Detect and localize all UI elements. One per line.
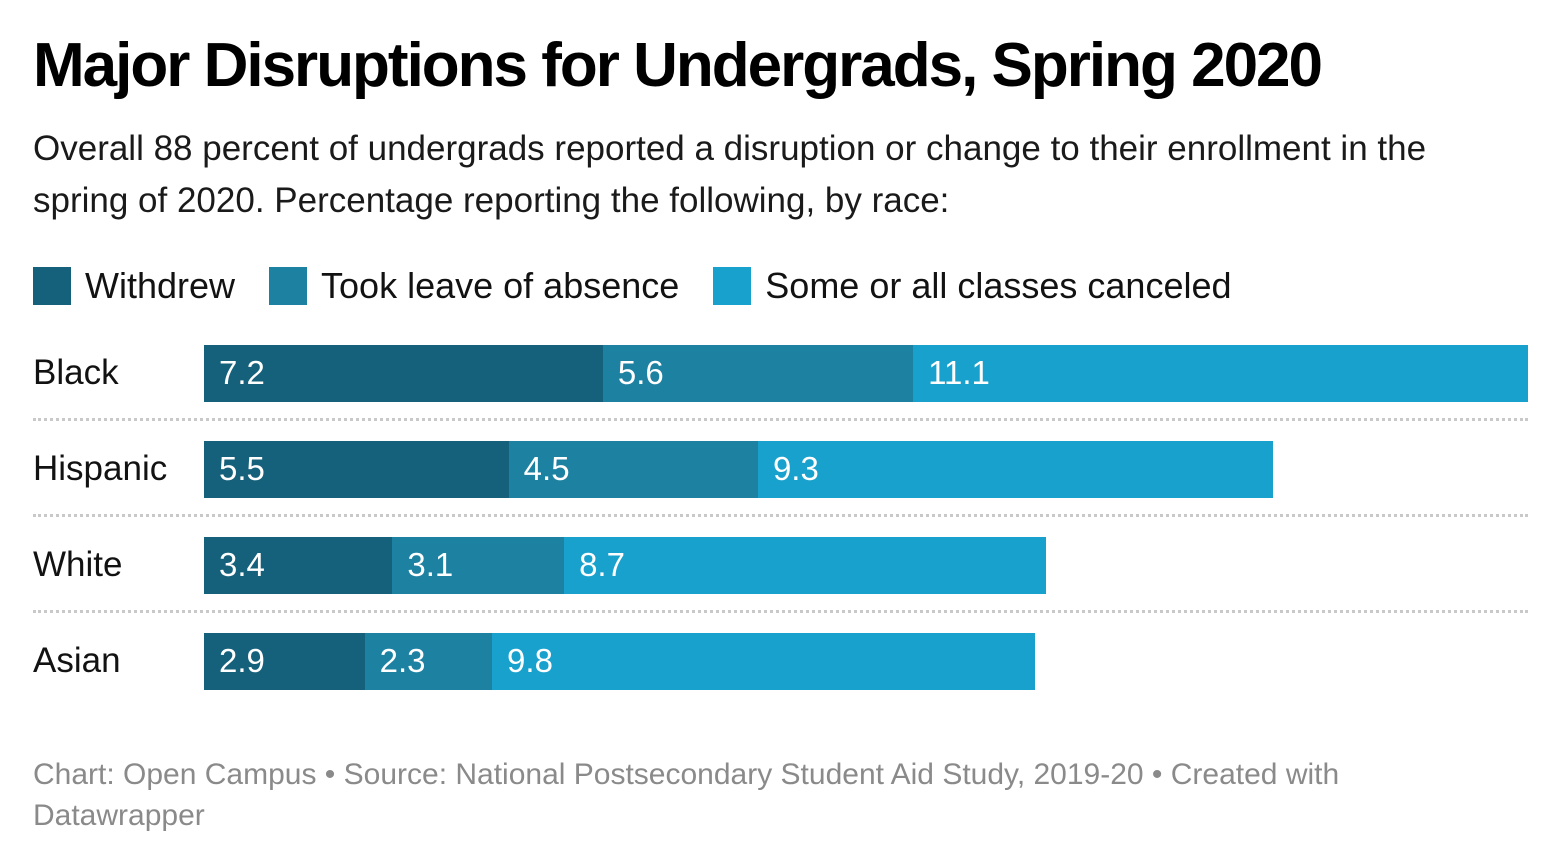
bar-track: 2.9 2.3 9.8	[204, 632, 1528, 690]
bar-segment: 9.8	[492, 632, 1035, 690]
stacked-bar-chart: Black 7.2 5.6 11.1 Hispanic 5.5 4.5 9.3 White 3.4…	[33, 344, 1528, 690]
legend-swatch-icon	[33, 266, 71, 305]
bar-value-label: 3.4	[219, 546, 265, 584]
bar-segment: 5.6	[602, 344, 914, 402]
bar-segment: 3.4	[204, 536, 393, 594]
legend-item: Some or all classes canceled	[713, 264, 1232, 307]
row-label: Asian	[33, 641, 121, 681]
legend-label: Withdrew	[85, 264, 236, 306]
row-label: White	[33, 545, 123, 585]
footer-attribution: Chart: Open Campus • Source: National Po…	[33, 757, 1340, 833]
bar-value-label: 5.5	[219, 450, 265, 488]
bar-segment: 11.1	[913, 344, 1528, 402]
bar-value-label: 2.9	[219, 642, 265, 680]
bar-segment: 9.3	[757, 440, 1274, 498]
row-label: Black	[33, 353, 119, 393]
legend-label: Some or all classes canceled	[765, 264, 1232, 306]
bar-segment: 5.5	[204, 440, 509, 498]
chart-subtitle: Overall 88 percent of undergrads reporte…	[33, 129, 1427, 221]
chart-row-asian: Asian 2.9 2.3 9.8	[33, 632, 1528, 690]
legend: Withdrew Took leave of absence Some or all…	[33, 265, 1528, 307]
legend-item: Took leave of absence	[269, 265, 679, 307]
bar-segment: 3.1	[392, 536, 565, 594]
row-separator	[33, 609, 1528, 613]
legend-item: Withdrew	[33, 265, 235, 307]
bar-track: 7.2 5.6 11.1	[204, 344, 1528, 402]
legend-label: Took leave of absence	[321, 264, 680, 306]
bar-segment: 8.7	[564, 536, 1047, 594]
bar-value-label: 2.3	[379, 642, 426, 680]
bar-value-label: 9.8	[507, 642, 553, 680]
bar-track: 5.5 4.5 9.3	[204, 440, 1528, 498]
bar-value-label: 9.3	[772, 450, 819, 488]
row-separator	[33, 513, 1528, 517]
bar-track: 3.4 3.1 8.7	[204, 536, 1528, 594]
chart-row-black: Black 7.2 5.6 11.1	[33, 344, 1528, 402]
bar-value-label: 8.7	[579, 546, 625, 584]
bar-value-label: 4.5	[523, 450, 570, 488]
bar-segment: 7.2	[204, 344, 603, 402]
legend-swatch-icon	[269, 266, 308, 305]
row-label: Hispanic	[33, 449, 168, 489]
bar-value-label: 5.6	[617, 354, 664, 392]
bar-value-label: 11.1	[928, 354, 990, 392]
bar-segment: 4.5	[508, 440, 758, 498]
chart-row-hispanic: Hispanic 5.5 4.5 9.3	[33, 440, 1528, 498]
bar-value-label: 3.1	[407, 546, 454, 584]
row-separator	[33, 417, 1528, 421]
bar-segment: 2.3	[364, 632, 493, 690]
legend-swatch-icon	[713, 266, 752, 305]
chart-title: Major Disruptions for Undergrads, Spring…	[33, 31, 1323, 100]
bar-value-label: 7.2	[219, 354, 265, 392]
bar-segment: 2.9	[204, 632, 365, 690]
chart-row-white: White 3.4 3.1 8.7	[33, 536, 1528, 594]
